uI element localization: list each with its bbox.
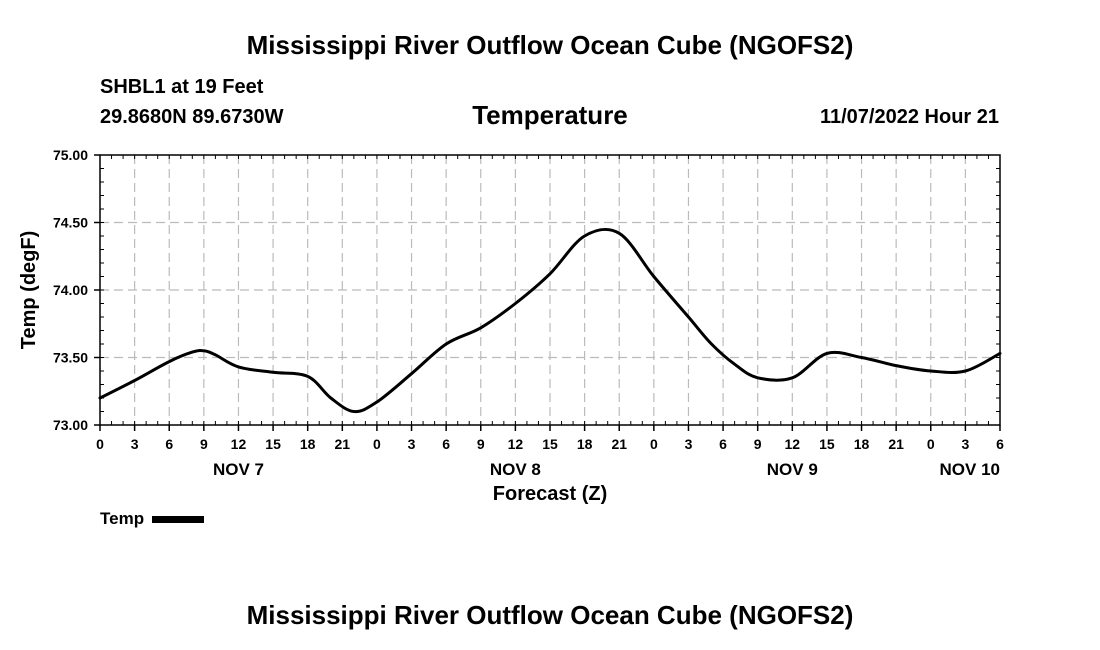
day-label: NOV 7 <box>213 460 264 479</box>
day-label: NOV 8 <box>490 460 541 479</box>
y-tick-label: 74.00 <box>53 282 88 298</box>
x-tick-label: 6 <box>442 436 450 452</box>
y-tick-label: 75.00 <box>53 147 88 163</box>
x-tick-label: 18 <box>577 436 593 452</box>
x-tick-label: 18 <box>854 436 870 452</box>
x-tick-label: 9 <box>754 436 762 452</box>
x-tick-label: 9 <box>477 436 485 452</box>
x-tick-label: 6 <box>165 436 173 452</box>
x-axis-label: Forecast (Z) <box>493 483 607 505</box>
legend: Temp <box>100 509 205 529</box>
series-line-temp <box>98 227 1002 414</box>
x-tick-label: 6 <box>996 436 1004 452</box>
x-tick-label: 18 <box>300 436 316 452</box>
legend-swatch-temp <box>152 516 205 524</box>
footer-title: Mississippi River Outflow Ocean Cube (NG… <box>246 600 854 630</box>
y-axis: 73.00 73.50 74.00 74.50 75.00 <box>53 147 1000 433</box>
day-label: NOV 9 <box>767 460 818 479</box>
x-tick-label: 12 <box>508 436 524 452</box>
legend-label: Temp <box>100 509 145 528</box>
chart-title: Mississippi River Outflow Ocean Cube (NG… <box>246 30 854 60</box>
y-axis-label: Temp (degF) <box>18 231 40 350</box>
forecast-datetime: 11/07/2022 Hour 21 <box>819 106 999 128</box>
x-tick-label: 6 <box>719 436 727 452</box>
x-tick-label: 3 <box>408 436 416 452</box>
x-tick-label: 21 <box>888 436 904 452</box>
grid-lines <box>100 155 1000 425</box>
x-tick-label: 12 <box>231 436 247 452</box>
day-label: NOV 10 <box>940 460 1000 479</box>
x-tick-label: 21 <box>611 436 627 452</box>
x-axis: 0 3 6 9 12 15 18 21 0 3 6 9 12 15 18 21 0 3 6 9 12 15 18 21 0 3 6 N… <box>96 155 1004 479</box>
x-tick-label: 9 <box>200 436 208 452</box>
x-tick-label: 3 <box>131 436 139 452</box>
y-tick-label: 73.50 <box>53 350 88 366</box>
x-tick-label: 15 <box>542 436 558 452</box>
y-tick-label: 74.50 <box>53 215 88 231</box>
x-tick-label: 3 <box>961 436 969 452</box>
x-tick-label: 0 <box>650 436 658 452</box>
x-tick-label: 3 <box>685 436 693 452</box>
station-label: SHBL1 at 19 Feet <box>100 76 264 98</box>
x-tick-label: 0 <box>927 436 935 452</box>
x-tick-label: 21 <box>335 436 351 452</box>
x-tick-label: 15 <box>819 436 835 452</box>
series-layer <box>98 227 1002 414</box>
variable-title: Temperature <box>472 100 628 130</box>
y-tick-label: 73.00 <box>53 417 88 433</box>
x-tick-label: 12 <box>785 436 801 452</box>
x-tick-label: 0 <box>96 436 104 452</box>
station-coordinates: 29.8680N 89.6730W <box>100 106 284 128</box>
x-tick-label: 15 <box>265 436 281 452</box>
x-tick-label: 0 <box>373 436 381 452</box>
